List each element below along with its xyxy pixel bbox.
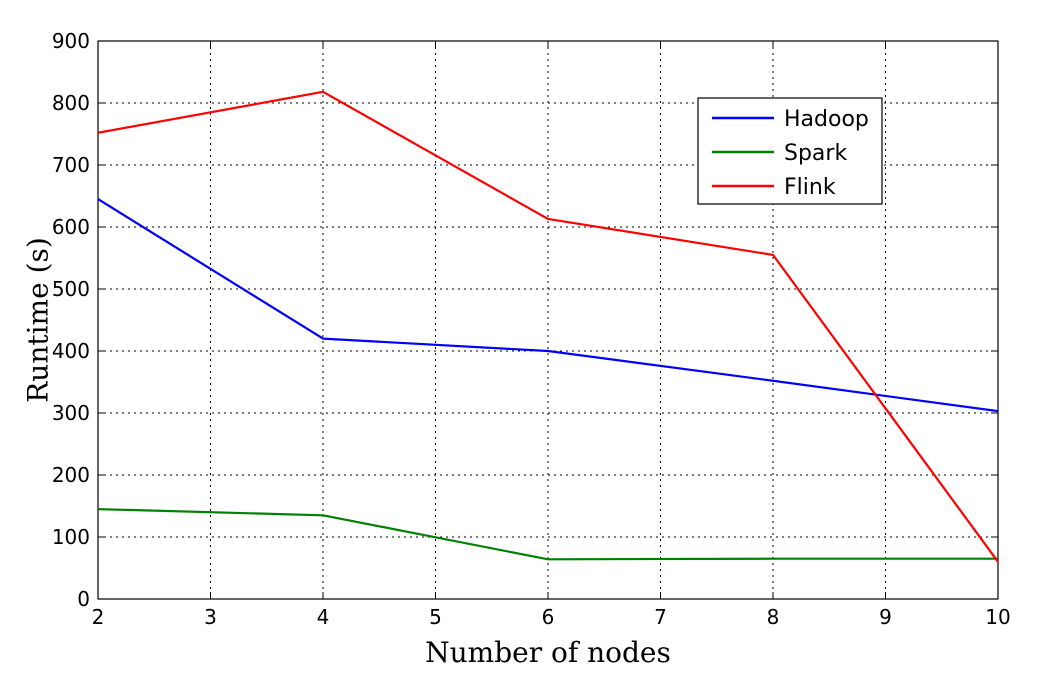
x-tick-label: 7	[654, 605, 667, 629]
y-tick-label: 200	[52, 463, 90, 487]
y-tick-label: 300	[52, 401, 90, 425]
y-tick-label: 700	[52, 153, 90, 177]
legend: Hadoop Spark Flink	[697, 97, 883, 205]
x-tick-label: 5	[429, 605, 442, 629]
y-tick-label: 400	[52, 339, 90, 363]
y-tick-label: 600	[52, 215, 90, 239]
x-tick-label: 10	[985, 605, 1010, 629]
x-axis-label: Number of nodes	[425, 636, 671, 669]
series-line-hadoop	[97, 198, 999, 413]
legend-label: Hadoop	[784, 107, 869, 132]
y-tick-label: 500	[52, 277, 90, 301]
legend-label: Spark	[784, 141, 847, 166]
y-tick-label: 900	[52, 29, 90, 53]
y-tick-label: 800	[52, 91, 90, 115]
x-tick-label: 4	[317, 605, 330, 629]
x-tick-label: 6	[542, 605, 555, 629]
series-lines	[97, 90, 999, 563]
y-tick-label: 0	[77, 587, 90, 611]
x-tick-label: 2	[92, 605, 105, 629]
x-tick-label: 8	[767, 605, 780, 629]
x-tick-label: 9	[879, 605, 892, 629]
series-line-flink	[97, 90, 999, 563]
legend-label: Flink	[784, 175, 836, 200]
y-tick-label: 100	[52, 525, 90, 549]
grid	[98, 41, 998, 599]
series-line-spark	[97, 508, 998, 561]
y-axis-label: Runtime (s)	[22, 237, 55, 403]
x-tick-label: 3	[204, 605, 217, 629]
